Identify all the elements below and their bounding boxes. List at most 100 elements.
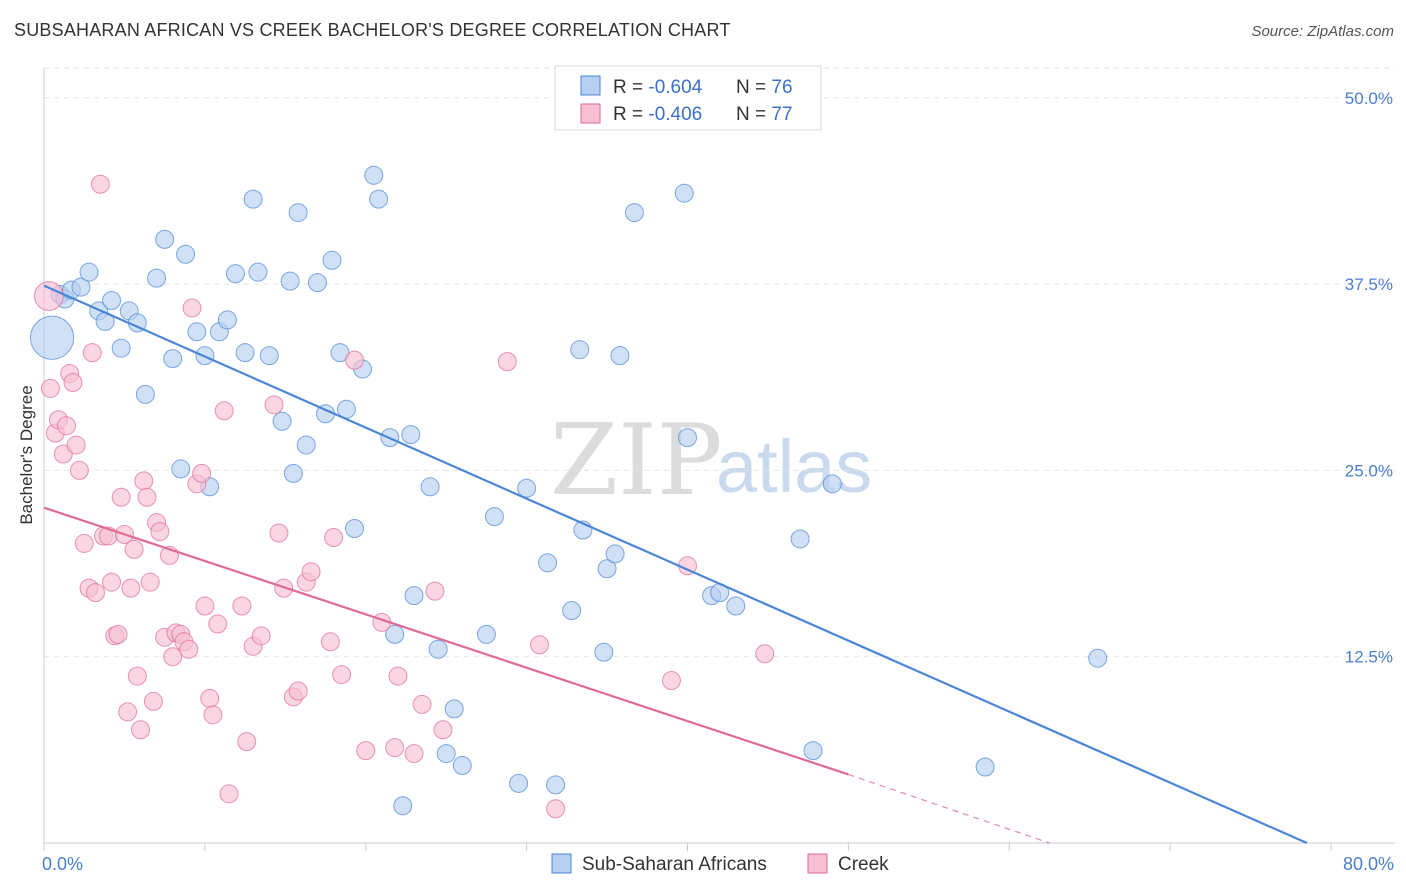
- x-axis-ticks: [43, 843, 1332, 851]
- data-point: [546, 799, 566, 819]
- data-point: [79, 262, 99, 282]
- data-point: [90, 174, 110, 194]
- legend-r-label-2: R =: [613, 104, 648, 125]
- data-point: [597, 559, 617, 579]
- trend-line-extension: [848, 773, 1050, 844]
- data-point: [674, 183, 694, 203]
- data-point: [404, 744, 424, 764]
- data-point: [344, 519, 364, 539]
- data-point: [385, 738, 405, 758]
- data-point: [393, 796, 413, 816]
- data-point: [163, 349, 183, 369]
- data-point: [208, 614, 228, 634]
- data-point: [102, 291, 122, 310]
- trend-line: [43, 284, 1308, 845]
- data-point: [509, 773, 529, 793]
- legend-r-value-1: -0.604: [648, 77, 702, 98]
- data-point: [975, 757, 995, 777]
- x-tick-label-min: 0.0%: [42, 854, 83, 874]
- data-point: [322, 250, 342, 270]
- data-point: [182, 298, 202, 318]
- data-point: [280, 271, 300, 291]
- legend-row-1: R = -0.604: [613, 77, 703, 98]
- data-point: [385, 624, 405, 644]
- data-point: [497, 352, 517, 372]
- series-legend-label-blue: Sub-Saharan Africans: [582, 854, 767, 875]
- data-point: [163, 647, 183, 667]
- series-legend-swatch-blue: [551, 853, 572, 874]
- legend-n-value-2: 77: [771, 104, 792, 125]
- data-point: [288, 203, 308, 223]
- data-point: [134, 471, 154, 491]
- data-point: [232, 596, 252, 616]
- data-point: [147, 268, 167, 288]
- y-tick-label: 50.0%: [1345, 89, 1393, 108]
- y-tick-label: 25.0%: [1345, 461, 1393, 480]
- data-point: [269, 523, 289, 543]
- data-point: [594, 642, 614, 662]
- data-point: [214, 401, 234, 421]
- grid-lines: [44, 67, 1395, 658]
- data-point: [425, 581, 445, 601]
- data-point: [237, 732, 257, 752]
- legend-n-label-2: N =: [736, 104, 771, 125]
- data-point: [200, 688, 220, 708]
- data-point: [179, 639, 199, 659]
- data-point: [420, 477, 440, 497]
- legend-n-value-1: 76: [771, 77, 792, 98]
- data-point: [143, 691, 163, 711]
- source-label: Source: ZipAtlas.com: [1251, 23, 1394, 40]
- data-point: [195, 596, 215, 616]
- data-point: [364, 165, 384, 185]
- data-point: [678, 428, 697, 448]
- data-point: [259, 346, 279, 366]
- data-point: [248, 262, 268, 282]
- data-point: [517, 478, 537, 498]
- data-point: [111, 487, 131, 507]
- data-point: [610, 346, 630, 366]
- data-point: [320, 632, 340, 652]
- data-point: [63, 372, 83, 392]
- data-point: [124, 539, 144, 559]
- data-point: [428, 639, 448, 659]
- data-point: [412, 694, 432, 714]
- data-point: [546, 775, 566, 795]
- data-point: [140, 572, 160, 592]
- data-point: [822, 474, 842, 494]
- data-point: [356, 741, 376, 761]
- correlation-legend: R = -0.604 N = 76 R = -0.406 N = 77: [554, 65, 822, 131]
- data-point: [1088, 648, 1108, 668]
- data-point: [82, 343, 102, 363]
- data-point: [176, 244, 196, 264]
- data-point: [624, 203, 644, 223]
- legend-swatch-pink: [580, 103, 601, 124]
- data-point: [74, 533, 94, 553]
- data-point: [137, 487, 157, 507]
- data-point: [803, 741, 823, 761]
- legend-n-label-1: N =: [736, 77, 771, 98]
- legend-r-label-1: R =: [613, 77, 648, 98]
- chart-title: SUBSAHARAN AFRICAN VS CREEK BACHELOR'S D…: [14, 20, 731, 40]
- legend-n-2: N = 77: [736, 104, 793, 125]
- data-point: [570, 340, 590, 360]
- data-point: [404, 586, 424, 606]
- data-point: [436, 744, 456, 764]
- data-point: [40, 378, 60, 398]
- data-point: [111, 338, 131, 358]
- data-point: [301, 562, 321, 582]
- legend-n-1: N = 76: [736, 77, 793, 98]
- data-point: [288, 681, 308, 701]
- series-creek: [33, 174, 775, 819]
- data-point: [538, 553, 558, 573]
- data-point: [69, 460, 89, 480]
- watermark-atlas: atlas: [716, 425, 872, 508]
- data-point: [562, 601, 582, 620]
- data-point: [529, 635, 549, 655]
- trend-lines: [43, 284, 1308, 845]
- data-point: [452, 756, 472, 775]
- x-tick-label-max: 80.0%: [1343, 854, 1394, 874]
- y-axis-label: Bachelor's Degree: [17, 385, 36, 524]
- data-point: [332, 665, 352, 685]
- data-point: [155, 229, 175, 249]
